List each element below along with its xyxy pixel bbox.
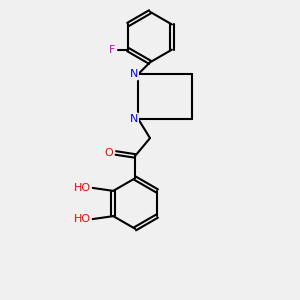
Text: HO: HO	[74, 183, 91, 193]
Text: O: O	[104, 148, 113, 158]
Text: N: N	[130, 114, 138, 124]
Text: F: F	[109, 45, 115, 55]
Text: HO: HO	[74, 214, 91, 224]
Text: N: N	[130, 69, 138, 79]
